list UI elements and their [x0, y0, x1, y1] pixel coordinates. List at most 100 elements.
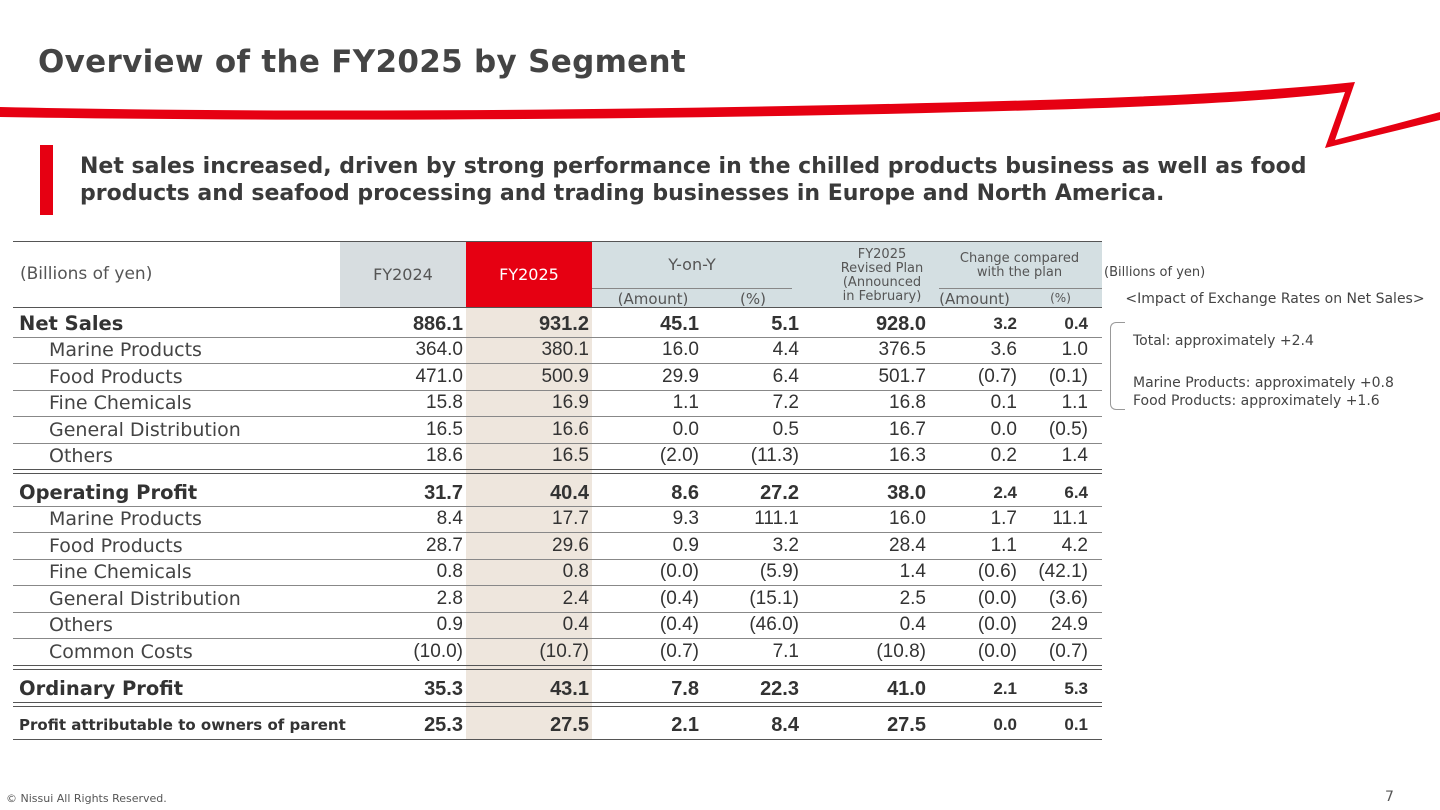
table-rule	[13, 559, 1102, 560]
impact-food: Food Products: approximately +1.6	[1133, 393, 1380, 409]
row-label: Others	[49, 445, 113, 467]
cell-yoy-pct: 6.4	[772, 366, 799, 387]
cell-chg-pct: 11.1	[1052, 508, 1088, 529]
cell-chg-pct: 0.1	[1064, 715, 1088, 734]
cell-plan: 16.3	[889, 445, 926, 466]
row-label: Net Sales	[19, 312, 124, 335]
row-label: Marine Products	[49, 339, 202, 361]
table-rule	[13, 612, 1102, 613]
cell-chg-pct: 0.4	[1064, 314, 1088, 333]
cell-fy2024: 25.3	[424, 714, 463, 736]
cell-chg-pct: 4.2	[1061, 535, 1088, 556]
row-label: Fine Chemicals	[49, 561, 192, 583]
cell-yoy-pct: 7.2	[772, 392, 799, 413]
cell-fy2025: 40.4	[550, 482, 589, 504]
cell-fy2024: 15.8	[426, 392, 463, 413]
table-rule	[13, 739, 1102, 740]
cell-chg-amt: 0.2	[990, 445, 1017, 466]
row-label: Marine Products	[49, 508, 202, 530]
cell-yoy-amt: (2.0)	[659, 445, 699, 466]
cell-chg-amt: 0.1	[990, 392, 1017, 413]
cell-fy2024: (10.0)	[413, 641, 463, 662]
cell-fy2025: (10.7)	[539, 641, 589, 662]
table-rule	[13, 469, 1102, 470]
cell-plan: 16.0	[889, 508, 926, 529]
cell-plan: 28.4	[889, 535, 926, 556]
cell-fy2024: 0.9	[436, 614, 463, 635]
cell-yoy-amt: 29.9	[662, 366, 699, 387]
headline-line-1: Net sales increased, driven by strong pe…	[80, 154, 1307, 179]
table-rule	[13, 337, 1102, 338]
side-unit-label: (Billions of yen)	[1104, 265, 1206, 280]
cell-chg-pct: (0.7)	[1048, 641, 1088, 662]
cell-yoy-amt: (0.4)	[659, 588, 699, 609]
cell-plan: 41.0	[887, 678, 926, 700]
cell-chg-amt: 1.1	[990, 535, 1017, 556]
cell-fy2024: 8.4	[436, 508, 463, 529]
header-plan: FY2025 Revised Plan (Announced in Februa…	[825, 244, 939, 308]
cell-yoy-amt: 45.1	[660, 313, 699, 335]
cell-fy2025: 380.1	[541, 339, 589, 360]
cell-chg-amt: 3.2	[993, 314, 1017, 333]
cell-fy2024: 364.0	[415, 339, 463, 360]
header-plan-line3: (Announced	[842, 275, 922, 290]
cell-plan: 1.4	[899, 561, 926, 582]
row-label: Operating Profit	[19, 481, 198, 504]
table-rule	[13, 706, 1102, 707]
header-plan-line2: Revised Plan	[840, 261, 924, 276]
row-label: General Distribution	[49, 419, 241, 441]
cell-fy2025: 16.9	[552, 392, 589, 413]
row-label: Common Costs	[49, 641, 193, 663]
cell-fy2024: 2.8	[436, 588, 463, 609]
cell-yoy-pct: 3.2	[772, 535, 799, 556]
cell-fy2025: 0.8	[562, 561, 589, 582]
row-label: Food Products	[49, 366, 183, 388]
header-change-line1: Change compared	[959, 251, 1080, 266]
header-yoy: Y-on-Y	[668, 254, 716, 274]
cell-chg-pct: 24.9	[1051, 614, 1088, 635]
segment-table: (Billions of yen) FY2024 FY2025 Y-on-Y (…	[13, 240, 1102, 740]
cell-fy2025: 500.9	[541, 366, 589, 387]
cell-chg-amt: 3.6	[990, 339, 1017, 360]
table-rule	[13, 669, 1102, 670]
header-unit: (Billions of yen)	[20, 264, 153, 284]
cell-fy2024: 471.0	[415, 366, 463, 387]
cell-plan: (10.8)	[876, 641, 926, 662]
cell-chg-amt: (0.0)	[977, 588, 1017, 609]
cell-plan: 16.8	[889, 392, 926, 413]
cell-chg-amt: 2.1	[993, 679, 1017, 698]
cell-yoy-amt: 16.0	[662, 339, 699, 360]
header-change-amount: (Amount)	[939, 290, 1010, 308]
cell-yoy-pct: 4.4	[772, 339, 799, 360]
row-label: Others	[49, 614, 113, 636]
table-rule	[13, 307, 1102, 308]
cell-yoy-pct: 8.4	[771, 714, 799, 736]
cell-fy2025: 29.6	[552, 535, 589, 556]
header-bg-fy2025	[466, 241, 592, 307]
cell-yoy-amt: (0.7)	[659, 641, 699, 662]
headline-line-2: products and seafood processing and trad…	[80, 181, 1165, 206]
row-label: Ordinary Profit	[19, 677, 184, 700]
cell-chg-pct: (0.5)	[1048, 419, 1088, 440]
cell-yoy-amt: 8.6	[671, 482, 699, 504]
cell-chg-amt: (0.7)	[977, 366, 1017, 387]
cell-yoy-pct: (15.1)	[749, 588, 799, 609]
header-change-line2: with the plan	[976, 265, 1063, 280]
cell-fy2024: 31.7	[424, 482, 463, 504]
cell-chg-amt: 1.7	[990, 508, 1017, 529]
cell-yoy-pct: (11.3)	[750, 445, 799, 466]
cell-yoy-amt: 7.8	[671, 678, 699, 700]
header-plan-line4: in February)	[842, 289, 922, 304]
table-rule	[13, 665, 1102, 666]
cell-chg-pct: 1.0	[1061, 339, 1088, 360]
fy2025-column-shade	[466, 307, 592, 739]
cell-yoy-amt: 1.1	[672, 392, 699, 413]
row-label: Profit attributable to owners of parent	[19, 716, 346, 734]
cell-fy2025: 27.5	[550, 714, 589, 736]
cell-fy2024: 28.7	[426, 535, 463, 556]
table-rule	[939, 288, 1102, 289]
cell-yoy-pct: 27.2	[760, 482, 799, 504]
row-label: Fine Chemicals	[49, 392, 192, 414]
cell-yoy-pct: (46.0)	[749, 614, 799, 635]
cell-plan: 0.4	[899, 614, 926, 635]
